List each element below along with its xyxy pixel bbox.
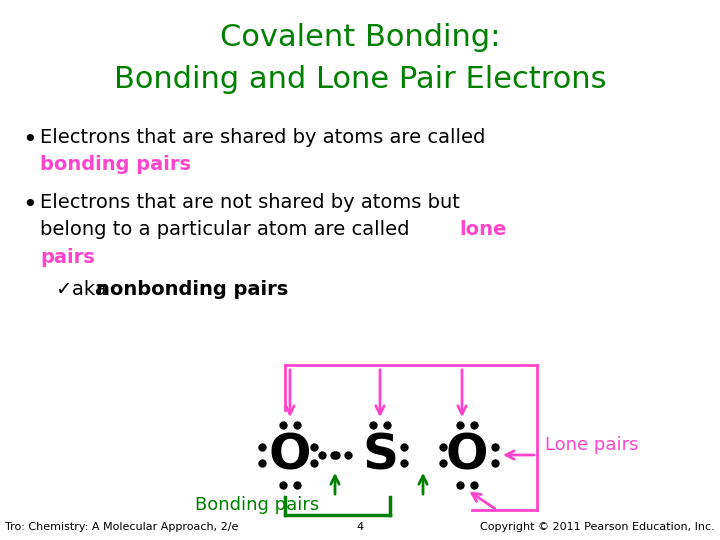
- Text: O: O: [446, 431, 488, 479]
- Text: ✓: ✓: [55, 280, 71, 299]
- Text: •: •: [22, 193, 37, 217]
- Text: O: O: [269, 431, 311, 479]
- Text: Electrons that are not shared by atoms but: Electrons that are not shared by atoms b…: [40, 193, 460, 212]
- Text: pairs: pairs: [40, 248, 95, 267]
- Text: belong to a particular atom are called: belong to a particular atom are called: [40, 220, 415, 239]
- Text: •: •: [22, 128, 37, 152]
- Text: Bonding and Lone Pair Electrons: Bonding and Lone Pair Electrons: [114, 65, 606, 94]
- Text: Covalent Bonding:: Covalent Bonding:: [220, 24, 500, 52]
- Text: aka: aka: [72, 280, 113, 299]
- Text: Electrons that are shared by atoms are called: Electrons that are shared by atoms are c…: [40, 128, 485, 147]
- Text: Tro: Chemistry: A Molecular Approach, 2/e: Tro: Chemistry: A Molecular Approach, 2/…: [5, 522, 238, 532]
- Text: Bonding pairs: Bonding pairs: [195, 496, 319, 514]
- Text: S: S: [362, 431, 398, 479]
- Text: lone: lone: [459, 220, 506, 239]
- Text: Lone pairs: Lone pairs: [545, 436, 639, 454]
- Text: Copyright © 2011 Pearson Education, Inc.: Copyright © 2011 Pearson Education, Inc.: [480, 522, 715, 532]
- Text: bonding pairs: bonding pairs: [40, 155, 191, 174]
- Text: 4: 4: [356, 522, 364, 532]
- Text: nonbonding pairs: nonbonding pairs: [96, 280, 288, 299]
